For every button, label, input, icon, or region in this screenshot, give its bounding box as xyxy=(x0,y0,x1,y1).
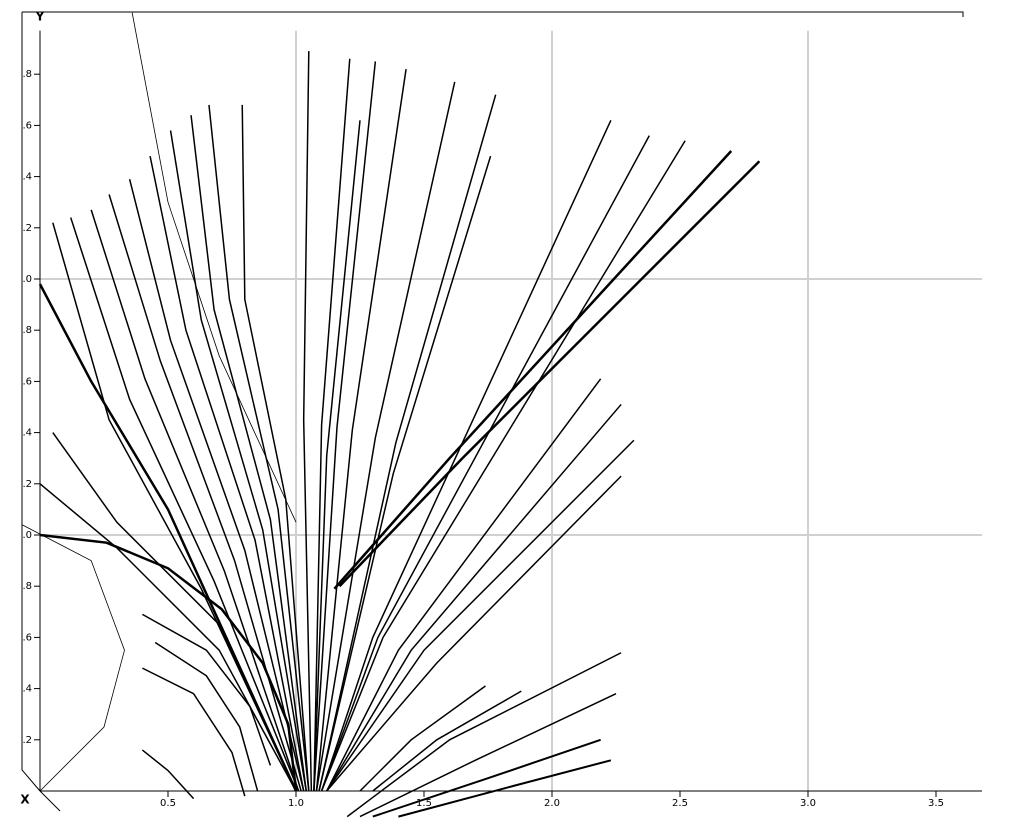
trajectory xyxy=(141,749,195,800)
y-tick-label: .6 xyxy=(22,120,32,131)
trajectory xyxy=(128,178,305,792)
trajectory xyxy=(320,135,650,792)
trajectory xyxy=(131,12,297,523)
trajectory xyxy=(154,641,259,792)
y-tick-label: .0 xyxy=(22,274,32,285)
trajectory xyxy=(315,68,407,792)
trajectory xyxy=(398,759,612,818)
trajectory xyxy=(39,533,298,792)
trajectory xyxy=(149,155,305,792)
trajectory xyxy=(320,140,686,792)
trajectory xyxy=(313,58,351,792)
trajectory xyxy=(326,378,602,792)
y-tick-label: .2 xyxy=(22,223,32,234)
trajectory xyxy=(326,475,622,792)
trajectory xyxy=(39,483,297,792)
trajectory xyxy=(313,120,361,792)
trajectory xyxy=(320,119,612,792)
frame xyxy=(21,11,964,812)
trajectory xyxy=(313,61,377,792)
trajectory xyxy=(142,667,246,797)
trajectory xyxy=(108,194,302,792)
y-tick-label: .2 xyxy=(22,479,32,490)
trajectory xyxy=(142,613,272,766)
trajectory xyxy=(372,738,601,818)
x-tick-label: 3.0 xyxy=(800,798,816,809)
frame-left xyxy=(21,12,41,792)
trajectory xyxy=(208,104,310,792)
trajectory xyxy=(169,130,307,792)
trajectory xyxy=(359,685,486,792)
y-tick-label: .4 xyxy=(22,684,32,695)
trajectory xyxy=(318,155,492,792)
trajectory xyxy=(241,104,310,792)
trajectory xyxy=(372,690,522,792)
x-tick-label: 3.5 xyxy=(928,798,944,809)
y-tick-label: .8 xyxy=(22,581,32,592)
x-tick-label: 0.5 xyxy=(160,798,176,809)
x-tick-label: 2.0 xyxy=(544,798,560,809)
y-axis-label: Y xyxy=(35,10,45,24)
y-tick-label: .8 xyxy=(22,69,32,80)
trajectory xyxy=(346,652,622,818)
y-tick-label: .8 xyxy=(22,325,32,336)
y-tick-label: .6 xyxy=(22,632,32,643)
x-tick-label: 1.0 xyxy=(288,798,304,809)
trajectory xyxy=(318,94,497,792)
trajectory xyxy=(190,115,307,792)
trajectory xyxy=(302,51,313,792)
frame-corner xyxy=(39,790,61,812)
trajectory xyxy=(359,693,617,818)
y-tick-label: .4 xyxy=(22,428,32,439)
x-axis-label: X xyxy=(20,793,30,807)
trajectory xyxy=(90,209,300,792)
trajectory xyxy=(21,524,125,792)
trajectory xyxy=(38,283,298,792)
y-tick-label: .0 xyxy=(22,530,32,541)
trajectory xyxy=(326,403,622,792)
y-tick-label: .2 xyxy=(22,735,32,746)
trajectory xyxy=(326,439,635,792)
y-tick-label: .6 xyxy=(22,376,32,387)
frame-top xyxy=(22,11,964,17)
trajectory xyxy=(52,432,297,792)
x-tick-label: 1.5 xyxy=(416,798,432,809)
trajectory xyxy=(315,81,456,792)
y-tick-label: .4 xyxy=(22,172,32,183)
trajectory xyxy=(70,217,300,792)
trajectory xyxy=(338,160,761,588)
x-tick-label: 2.5 xyxy=(672,798,688,809)
trajectory xyxy=(52,222,297,792)
trajectory xyxy=(333,150,733,590)
